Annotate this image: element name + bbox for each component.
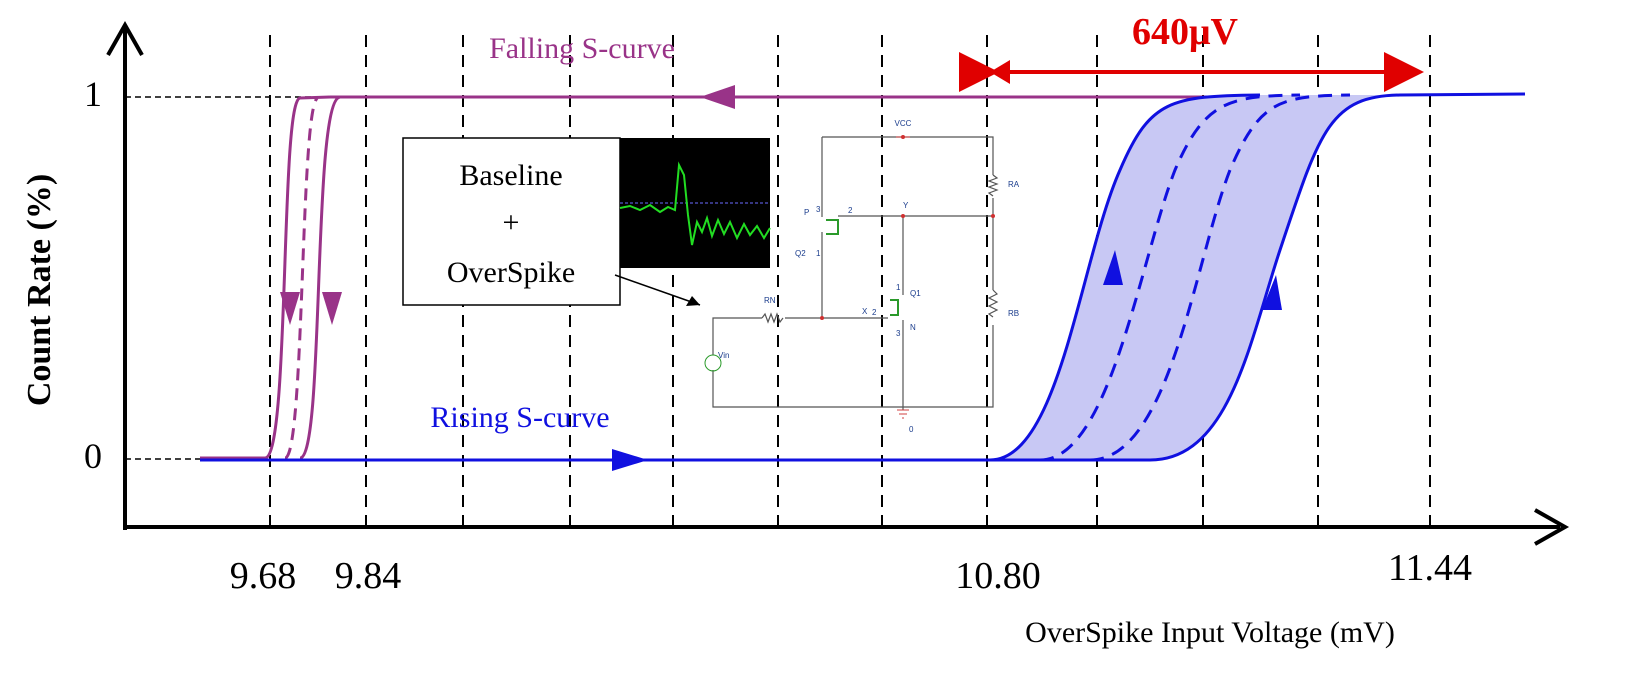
circuit-label: Q2 [795, 249, 806, 258]
rising-curves [200, 94, 1525, 460]
rising-label: Rising S-curve [430, 401, 609, 434]
y-axis-title: Count Rate (%) [21, 174, 58, 406]
x-axis-title: OverSpike Input Voltage (mV) [1025, 616, 1395, 649]
pointer [615, 275, 700, 305]
y-tick-label: 0 [84, 436, 102, 476]
inset-line: OverSpike [447, 256, 575, 289]
inset-line: + [503, 206, 520, 239]
pin-label: 2 [872, 308, 877, 317]
span-label: 640μV [1132, 11, 1239, 53]
inset-line: Baseline [459, 159, 562, 192]
circuit-label: Q1 [910, 289, 921, 298]
x-tick-label: 9.84 [335, 555, 402, 597]
circuit-label: N [910, 323, 916, 332]
circuit-label: 0 [909, 425, 914, 434]
falling-label: Falling S-curve [489, 32, 675, 65]
x-tick-label: 9.68 [230, 555, 297, 597]
figure: 640μV Falling S-curve Rising S-curve 1 0… [0, 0, 1632, 674]
circuit-label: RB [1008, 309, 1019, 318]
pin-label: 3 [816, 205, 821, 214]
pin-label: 1 [896, 283, 901, 292]
span-arrow-head [990, 60, 1010, 84]
circuit-label: RN [764, 296, 776, 305]
x-tick-label: 10.80 [955, 555, 1041, 597]
pin-label: 1 [816, 249, 821, 258]
y-tick-label: 1 [84, 74, 102, 114]
spread-area [990, 95, 1400, 460]
circuit-label: VCC [895, 119, 912, 128]
x-tick-label: 11.44 [1388, 547, 1472, 589]
circuit-label: Vin [718, 351, 729, 360]
circuit-label: X [862, 307, 868, 316]
pin-label: 2 [848, 206, 853, 215]
pin-label: 3 [896, 329, 901, 338]
circuit-label: P [804, 208, 809, 217]
circuit-label: Y [903, 201, 909, 210]
circuit-label: RA [1008, 180, 1020, 189]
